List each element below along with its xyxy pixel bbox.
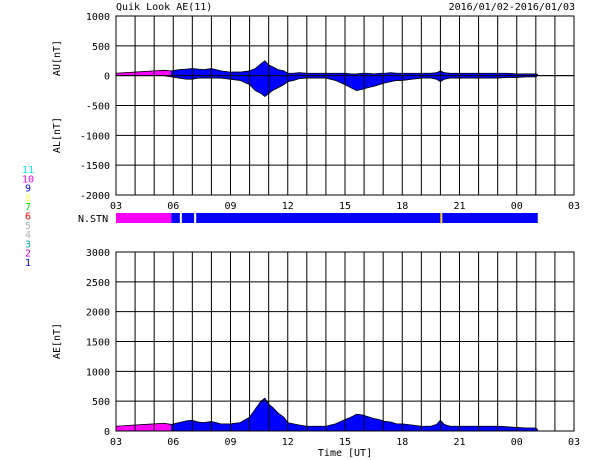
top-x-tick-label: 03 xyxy=(568,201,580,212)
nstn-segment xyxy=(196,213,441,223)
bottom-y-tick-label: 1500 xyxy=(86,338,110,349)
bottom-frame xyxy=(115,251,575,432)
legend-entry: 8 xyxy=(25,193,31,204)
bottom-y-tick-label: 3000 xyxy=(86,248,110,259)
bottom-x-tick-label: 03 xyxy=(110,437,122,448)
nstn-label: N.STN xyxy=(78,214,108,225)
figure-title: Quik Look AE(11) xyxy=(116,2,212,13)
legend-entry: 5 xyxy=(25,221,31,232)
legend-entry: 11 xyxy=(22,165,34,176)
bottom-x-tick-label: 21 xyxy=(453,437,465,448)
x-axis-title: Time [UT] xyxy=(318,448,372,459)
legend-entry: 1 xyxy=(25,258,31,269)
top-frame xyxy=(115,15,575,196)
top-y-tick-label: -500 xyxy=(86,102,110,113)
bottom-x-tick-label: 18 xyxy=(396,437,408,448)
legend-entry: 3 xyxy=(25,239,31,250)
date-range: 2016/01/02-2016/01/03 xyxy=(449,2,575,13)
top-x-tick-label: 09 xyxy=(224,201,236,212)
bottom-x-tick-label: 12 xyxy=(282,437,294,448)
ae-series xyxy=(115,397,539,432)
legend-entry: 2 xyxy=(25,249,31,260)
bottom-y-tick-label: 2500 xyxy=(86,278,110,289)
bottom-x-tick-label: 06 xyxy=(167,437,179,448)
nstn-segment xyxy=(116,213,172,223)
nstn-segment xyxy=(194,213,197,223)
bottom-y-tick-label: 0 xyxy=(104,427,110,438)
top-x-tick-label: 21 xyxy=(453,201,465,212)
ae-axis-label: AE[nT] xyxy=(52,323,63,359)
top-x-tick-label: 15 xyxy=(339,201,351,212)
top-x-tick-label: 03 xyxy=(110,201,122,212)
bottom-y-tick-label: 1000 xyxy=(86,367,110,378)
nstn-segment xyxy=(181,213,195,223)
top-y-tick-label: -1500 xyxy=(80,161,110,172)
nstn-segment xyxy=(171,213,180,223)
nstn-segment xyxy=(179,213,182,223)
legend-entry: 7 xyxy=(25,202,31,213)
legend-entry: 4 xyxy=(25,230,31,241)
al-line xyxy=(116,75,538,98)
bottom-x-tick-label: 09 xyxy=(224,437,236,448)
nstn-segment xyxy=(440,213,443,223)
top-x-tick-label: 06 xyxy=(167,201,179,212)
bottom-y-tick-label: 500 xyxy=(92,397,110,408)
top-y-tick-label: 1000 xyxy=(86,12,110,23)
bottom-x-tick-label: 15 xyxy=(339,437,351,448)
legend-entry: 10 xyxy=(22,174,34,185)
top-x-tick-label: 12 xyxy=(282,201,294,212)
top-y-tick-label: -1000 xyxy=(80,131,110,142)
legend-entry: 9 xyxy=(25,184,31,195)
al-axis-label: AL[nT] xyxy=(52,117,63,153)
top-x-tick-label: 00 xyxy=(511,201,523,212)
legend-entry: 6 xyxy=(25,212,31,223)
au-axis-label: AU[nT] xyxy=(52,40,63,76)
top-y-tick-label: -2000 xyxy=(80,191,110,202)
bottom-x-tick-label: 00 xyxy=(511,437,523,448)
station-count-bar xyxy=(116,213,538,223)
bottom-x-tick-label: 03 xyxy=(568,437,580,448)
top-y-tick-label: 0 xyxy=(104,72,110,83)
top-y-tick-label: 500 xyxy=(92,42,110,53)
top-x-tick-label: 18 xyxy=(396,201,408,212)
bottom-y-tick-label: 2000 xyxy=(86,308,110,319)
nstn-segment xyxy=(442,213,538,223)
